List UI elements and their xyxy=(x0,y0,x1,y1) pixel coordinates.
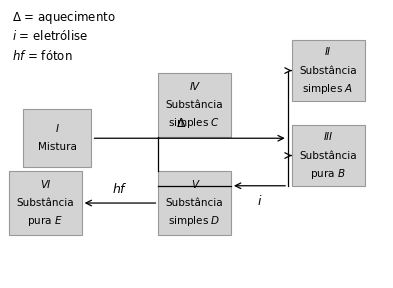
Text: IV: IV xyxy=(189,82,200,92)
Text: Substância: Substância xyxy=(17,198,74,208)
Text: Substância: Substância xyxy=(166,198,223,208)
Text: Substância: Substância xyxy=(299,151,357,160)
Text: Substância: Substância xyxy=(166,100,223,110)
FancyBboxPatch shape xyxy=(292,40,365,101)
Text: pura $B$: pura $B$ xyxy=(310,167,346,181)
Text: II: II xyxy=(325,48,331,57)
Text: $hf$: $hf$ xyxy=(112,182,128,196)
Text: I: I xyxy=(55,124,59,134)
Text: $\Delta$ = aquecimento: $\Delta$ = aquecimento xyxy=(12,9,116,26)
Text: $i$: $i$ xyxy=(257,194,263,209)
FancyBboxPatch shape xyxy=(22,109,91,167)
Text: simples $D$: simples $D$ xyxy=(168,214,221,228)
Text: Mistura: Mistura xyxy=(38,142,76,152)
FancyBboxPatch shape xyxy=(9,171,82,235)
FancyBboxPatch shape xyxy=(158,171,231,235)
Text: VI: VI xyxy=(40,180,50,190)
Text: $i$ = eletrólise: $i$ = eletrólise xyxy=(12,29,88,43)
FancyBboxPatch shape xyxy=(292,125,365,186)
Text: $\Delta$: $\Delta$ xyxy=(176,117,186,130)
FancyBboxPatch shape xyxy=(158,73,231,137)
Text: simples $A$: simples $A$ xyxy=(303,82,354,96)
Text: simples $C$: simples $C$ xyxy=(169,116,220,130)
Text: V: V xyxy=(191,180,198,190)
Text: Substância: Substância xyxy=(299,66,357,75)
Text: $hf$ = fóton: $hf$ = fóton xyxy=(12,49,72,63)
Text: III: III xyxy=(324,132,332,142)
Text: pura $E$: pura $E$ xyxy=(28,214,63,228)
